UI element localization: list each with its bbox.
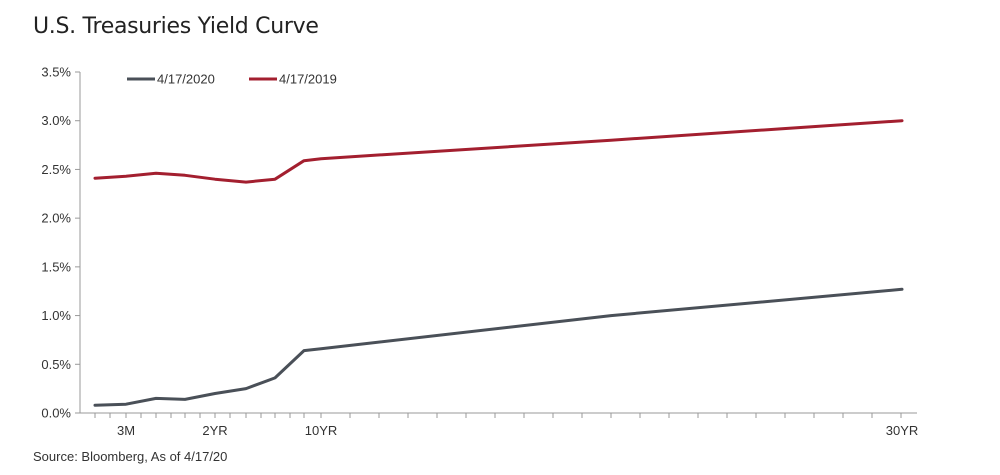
x-tick-label: 2YR (202, 423, 227, 438)
y-tick-label: 2.5% (41, 162, 71, 177)
chart-title: U.S. Treasuries Yield Curve (33, 14, 319, 39)
y-tick-label: 1.5% (41, 259, 71, 274)
source-note: Source: Bloomberg, As of 4/17/20 (33, 449, 228, 464)
legend: 4/17/2020 4/17/2019 (127, 72, 337, 87)
legend-label: 4/17/2019 (279, 72, 337, 87)
axes: 0.0% 0.5% 1.0% 1.5% 2.0% 2.5% 3.0% 3.5% 3M 2YR 10Y… (41, 65, 918, 439)
y-tick-label: 1.0% (41, 308, 71, 323)
y-tick-label: 3.5% (41, 65, 71, 80)
y-tick-label: 3.0% (41, 113, 71, 128)
series-line-2019 (93, 119, 904, 184)
series-line-2020 (93, 287, 904, 407)
x-tick-label: 3M (117, 423, 135, 438)
y-tick-label: 2.0% (41, 211, 71, 226)
series-layer (93, 119, 904, 407)
x-tick-label: 10YR (305, 423, 338, 438)
legend-label: 4/17/2020 (157, 72, 215, 87)
y-tick-label: 0.5% (41, 357, 71, 372)
x-tick-label: 30YR (886, 423, 919, 438)
y-tick-label: 0.0% (41, 406, 71, 421)
